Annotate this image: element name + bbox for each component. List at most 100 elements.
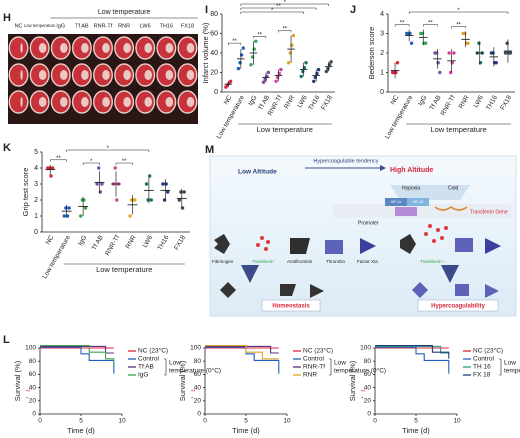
legend-label: RNR-Tf: [303, 364, 325, 371]
data-point: [277, 71, 281, 76]
legend-label: Control: [473, 356, 495, 363]
hif: [407, 198, 429, 206]
data-point: [241, 46, 245, 50]
x-axis-label: Time (d): [402, 426, 430, 435]
x-tick-label: 0: [38, 418, 42, 425]
y-tick-label: 20: [364, 398, 372, 405]
data-point: [238, 61, 242, 65]
annotation: *: [361, 396, 364, 402]
infarct: [102, 43, 110, 53]
fibrinogen-shape: [400, 234, 416, 254]
infarct: [81, 97, 89, 107]
significance-bracket: [49, 159, 67, 162]
x-axis-label: Time (d): [67, 426, 95, 435]
y-tick-label: 20: [29, 398, 37, 405]
y-tick-label: 4: [34, 165, 38, 172]
infarct: [123, 70, 131, 80]
y-tick-label: 2: [380, 50, 384, 57]
data-point: [452, 51, 456, 55]
annotation: *: [191, 396, 194, 402]
x-tick-label: 5: [79, 418, 83, 425]
y-tick-label: 60: [29, 371, 37, 378]
data-point: [249, 62, 253, 67]
data-point: [64, 206, 68, 210]
y-tick-label: 0: [32, 411, 36, 418]
x-tick-label: 10: [453, 418, 461, 425]
data-point: [327, 62, 332, 67]
data-point: [304, 61, 308, 65]
legend-bracket: [499, 358, 502, 376]
y-tick-label: 0: [367, 411, 371, 418]
y-tick-label: 0: [197, 411, 201, 418]
label: Fibrinogen: [212, 259, 234, 264]
column-label: LW6: [140, 23, 151, 29]
x-tick-label: 0: [203, 418, 207, 425]
panel-label: M: [205, 144, 214, 156]
legend-label: NC (23°C): [473, 347, 503, 355]
data-point: [50, 166, 55, 170]
legend-group-label: Low: [169, 360, 181, 367]
significance-label: **: [257, 32, 262, 38]
complex-shapes: [412, 282, 499, 298]
data-point: [82, 198, 86, 202]
label: High Altitude: [390, 167, 433, 174]
y-tick-label: 80: [29, 358, 37, 365]
data-point: [299, 74, 303, 79]
data-point: [288, 51, 292, 55]
thrombin-shape: [455, 238, 473, 252]
data-point: [301, 69, 305, 74]
infarct: [59, 70, 68, 80]
y-tick-label: 80: [364, 358, 372, 365]
panel-label: H: [3, 12, 11, 24]
data-point: [291, 33, 296, 38]
group-label: Low temperature: [98, 9, 151, 16]
label: HIF-1α: [391, 200, 402, 204]
significance-label: **: [428, 21, 433, 27]
y-tick-label: 80: [194, 358, 202, 365]
x-tick-label: LW6: [142, 234, 155, 249]
data-point: [228, 79, 233, 83]
y-tick-label: 20: [210, 69, 218, 76]
panel-h: H NC Low temperature IgG Tf AB RNR-Tf RNR LW6 T…: [3, 9, 198, 124]
label: Hypercoagulable tendency: [313, 158, 378, 164]
y-tick-label: 100: [190, 345, 201, 352]
data-point: [326, 66, 330, 71]
funnel: [390, 185, 470, 200]
axis: [374, 348, 457, 415]
y-tick-label: 40: [210, 50, 218, 57]
annotation: **: [191, 389, 196, 395]
legend-group-label: Low: [334, 360, 346, 367]
survival-line: [40, 346, 115, 374]
x-tick-label: FX18: [320, 94, 334, 111]
data-point: [182, 190, 186, 194]
y-axis-label: Grip test score: [21, 168, 30, 217]
infarct: [186, 70, 195, 80]
data-point: [180, 206, 185, 210]
panel-label: K: [3, 142, 11, 154]
data-point: [67, 206, 71, 210]
data-point: [434, 51, 439, 55]
infarct: [81, 43, 89, 53]
x-tick-label: RNR: [283, 94, 296, 110]
data-point: [313, 75, 318, 80]
legend-label: TH 16: [473, 364, 491, 371]
group-label: Low temperature: [257, 125, 313, 134]
brain-slice: [8, 63, 29, 87]
x-tick-label: 5: [244, 418, 248, 425]
data-point: [449, 70, 453, 75]
x-tick-label: FX18: [173, 234, 187, 251]
data-point: [508, 51, 513, 55]
label-box: [417, 299, 499, 312]
significance-label: **: [276, 4, 281, 10]
data-point: [149, 198, 153, 202]
label: Hypoxia: [402, 185, 420, 191]
factor-shape: [360, 238, 376, 254]
data-point: [302, 65, 307, 70]
label: Thrombin: [326, 259, 346, 264]
significance-label: *: [107, 146, 110, 152]
annotation: **: [26, 389, 31, 395]
significance-bracket: [66, 149, 150, 152]
survival-line: [40, 345, 115, 366]
significance-bracket: [240, 3, 329, 6]
